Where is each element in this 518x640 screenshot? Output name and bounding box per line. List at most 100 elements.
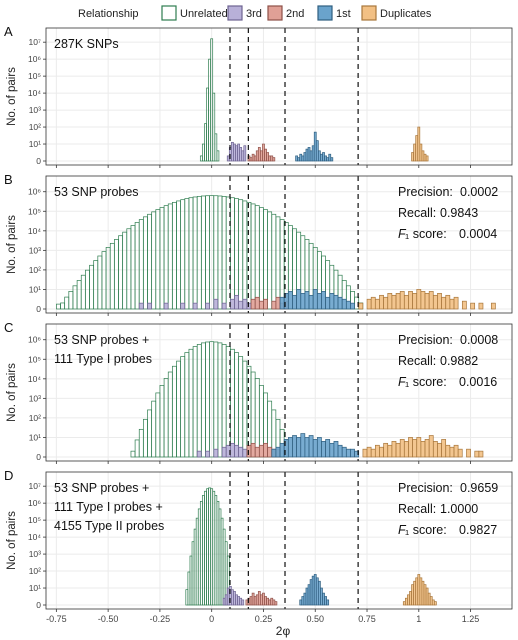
metric-value: 0.0004 [459, 227, 497, 241]
bar-1st-17 [350, 302, 355, 310]
bar-2nd-9 [266, 152, 269, 162]
x-tick-label: 0.75 [358, 614, 376, 624]
y-tick-label: 10³ [29, 549, 41, 559]
panel-letter: D [4, 468, 13, 483]
bar-duplicates-3 [375, 444, 380, 458]
bar-3rd-0 [138, 302, 144, 310]
bar-unrelated-18 [130, 225, 136, 310]
bar-duplicates-22 [453, 444, 459, 458]
bar-1st-19 [350, 448, 355, 458]
bar-duplicates-5 [383, 296, 389, 310]
bar-duplicates-15 [424, 439, 430, 458]
bar-duplicates-0 [358, 302, 364, 310]
bar-duplicates-12 [412, 293, 418, 310]
bar-unrelated-9 [93, 260, 99, 310]
metric-f-symbol: F [398, 523, 407, 537]
panel-label: 4155 Type II probes [54, 519, 164, 533]
bar-3rd-1 [205, 450, 210, 458]
x-tick-label: -0.75 [46, 614, 67, 624]
bar-unrelated-18 [205, 341, 210, 458]
bar-duplicates-15 [434, 601, 437, 606]
bar-unrelated-5 [76, 280, 82, 310]
bar-1st-9 [308, 435, 314, 458]
bar-duplicates-26 [478, 450, 484, 458]
bar-duplicates-17 [432, 441, 438, 458]
bar-duplicates-5 [383, 442, 389, 458]
bar-2nd-12 [272, 157, 276, 162]
legend-label-2: 2nd [286, 8, 304, 20]
metric-value: 0.9843 [440, 206, 478, 220]
bar-unrelated-25 [159, 207, 165, 310]
bar-1st-11 [325, 296, 331, 310]
y-tick-label: 10⁴ [28, 374, 41, 384]
metric-label: Precision: [398, 185, 453, 199]
bar-unrelated-48 [254, 205, 260, 310]
panel-letter: A [4, 24, 13, 39]
bar-1st-8 [312, 289, 318, 310]
y-tick-label: 0 [36, 452, 41, 462]
y-tick-label: 10⁷ [28, 481, 41, 491]
plot-background [46, 472, 512, 609]
bar-duplicates-8 [395, 442, 401, 458]
bar-1st-10 [312, 439, 318, 458]
bar-duplicates-3 [375, 298, 380, 310]
y-tick-label: 10⁶ [28, 498, 41, 508]
bar-unrelated-17 [126, 228, 132, 310]
bar-1st-0 [279, 296, 285, 310]
bar-3rd-8 [230, 298, 235, 310]
bar-3rd-3 [221, 446, 227, 458]
bar-unrelated-10 [97, 255, 103, 310]
bar-unrelated-27 [242, 360, 248, 458]
bar-unrelated-34 [196, 196, 202, 310]
panel-label: 53 SNP probes + [54, 333, 149, 347]
bar-1st-6 [296, 437, 302, 458]
bar-unrelated-22 [147, 213, 152, 310]
plot-background [46, 28, 512, 165]
metric-label: ₁ score: [405, 227, 447, 241]
x-tick-label: -0.25 [150, 614, 171, 624]
y-tick-label: 10³ [29, 245, 41, 255]
bar-duplicates-21 [449, 446, 455, 458]
bar-2nd-5 [275, 296, 281, 310]
bar-2nd-5 [267, 446, 273, 458]
bar-unrelated-19 [134, 222, 140, 310]
bar-duplicates-9 [399, 439, 405, 458]
plot-frame [45, 471, 513, 610]
metric-label: Recall: [398, 354, 436, 368]
bar-3rd-3 [180, 302, 186, 310]
panel-d: 10⁷ 10⁶ 10⁵ 10⁴ 10³ 10² 10¹ 0 -0.75 -0.50 -0.25 0 0.… [4, 468, 513, 624]
bar-1st-5 [292, 435, 297, 458]
bar-1st-14 [329, 442, 335, 458]
bar-duplicates-18 [437, 293, 442, 310]
bar-duplicates-24 [470, 302, 476, 310]
y-axis-title: No. of pairs [6, 363, 18, 422]
bar-duplicates-25 [474, 450, 480, 458]
bar-unrelated-2 [138, 428, 144, 458]
bar-1st-12 [321, 441, 326, 458]
bar-2nd-4 [263, 442, 268, 458]
bar-1st-16 [337, 444, 343, 458]
bar-unrelated-24 [230, 348, 235, 458]
x-tick-label: 1 [416, 614, 421, 624]
bar-unrelated-12 [210, 488, 214, 606]
bar-2nd-10 [266, 597, 269, 606]
bar-unrelated-32 [188, 197, 194, 310]
metric-label: ₁ score: [405, 375, 447, 389]
legend-label-0: Unrelated [180, 8, 228, 20]
bar-3rd-10 [238, 300, 244, 310]
bar-3rd-5 [230, 442, 235, 458]
bar-duplicates-25 [478, 302, 484, 310]
bar-duplicates-7 [425, 155, 429, 162]
bar-unrelated-42 [230, 197, 235, 310]
x-tick-label: 0 [209, 614, 214, 624]
bar-duplicates-13 [416, 437, 422, 458]
bar-unrelated-54 [279, 219, 285, 310]
y-tick-label: 10² [29, 413, 41, 423]
bar-unrelated-4 [147, 409, 152, 458]
bar-1st-11 [322, 592, 325, 606]
panel-letter: C [4, 320, 13, 335]
bar-unrelated-6 [155, 392, 161, 458]
legend-swatch-0 [161, 5, 177, 21]
bar-unrelated-7 [159, 385, 165, 458]
y-tick-label: 10² [29, 566, 41, 576]
